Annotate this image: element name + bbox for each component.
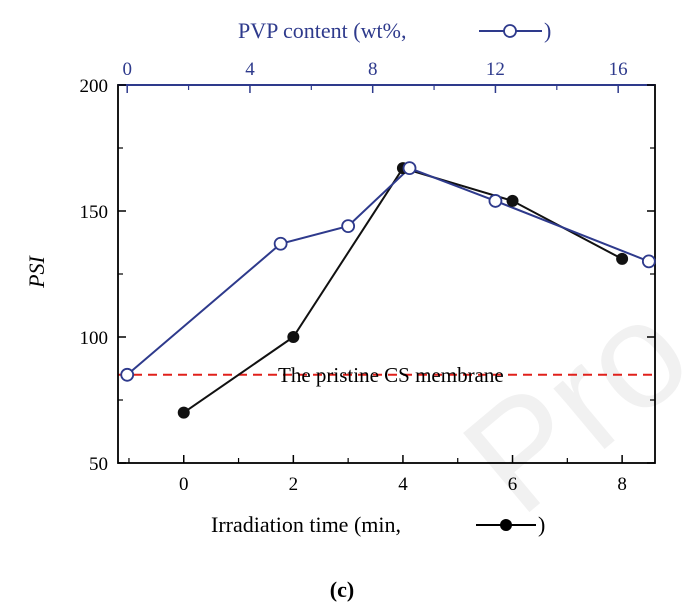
top-axis-title-suffix: ) [544, 18, 551, 43]
pvp-series-point [641, 254, 656, 269]
y-tick-label: 50 [89, 454, 108, 475]
top-tick-label: 12 [486, 59, 505, 80]
top-tick-label: 4 [245, 59, 255, 80]
y-tick-label: 150 [80, 202, 109, 223]
y-axis-title: PSI [24, 254, 49, 288]
irradiation-series-point [506, 194, 519, 207]
y-tick-label: 200 [80, 76, 109, 97]
bottom-axis-title-suffix: ) [538, 512, 545, 537]
top-tick-label: 0 [122, 59, 132, 80]
bottom-tick-label: 0 [179, 474, 189, 495]
watermark: Pro [433, 266, 692, 545]
y-tick-label: 100 [80, 328, 109, 349]
bottom-axis-title: Irradiation time (min, ) [211, 512, 545, 537]
bottom-tick-label: 8 [617, 474, 627, 495]
pvp-series-point [341, 219, 356, 234]
irradiation-series-point [177, 406, 190, 419]
irradiation-series-point [287, 331, 300, 343]
pvp-series-point [120, 367, 135, 382]
y-ticks: 50 100 150 200 [80, 76, 655, 475]
bottom-axis-title-text: Irradiation time (min, [211, 512, 401, 537]
pvp-series-point [488, 194, 503, 208]
bottom-tick-label: 2 [289, 474, 299, 495]
bottom-legend-marker [500, 519, 512, 531]
bottom-tick-label: 6 [508, 474, 518, 495]
pristine-annotation: The pristine CS membrane [278, 363, 504, 387]
top-tick-label: 8 [368, 59, 378, 80]
pvp-series-point [273, 236, 288, 251]
top-axis-title: PVP content (wt%, ) [238, 18, 551, 43]
top-tick-label: 16 [609, 59, 628, 80]
pvp-series-point [402, 161, 417, 176]
series-markers [120, 161, 656, 419]
top-ticks: 0 4 8 12 16 [122, 59, 628, 93]
bottom-tick-label: 4 [398, 474, 408, 495]
bottom-ticks: 0 2 4 6 8 [128, 455, 627, 495]
irradiation-series-point [616, 252, 629, 265]
pvp-series-line [126, 167, 650, 376]
panel-label: (c) [330, 577, 354, 602]
top-legend-marker [503, 24, 517, 38]
top-axis-title-text: PVP content (wt%, [238, 18, 406, 43]
